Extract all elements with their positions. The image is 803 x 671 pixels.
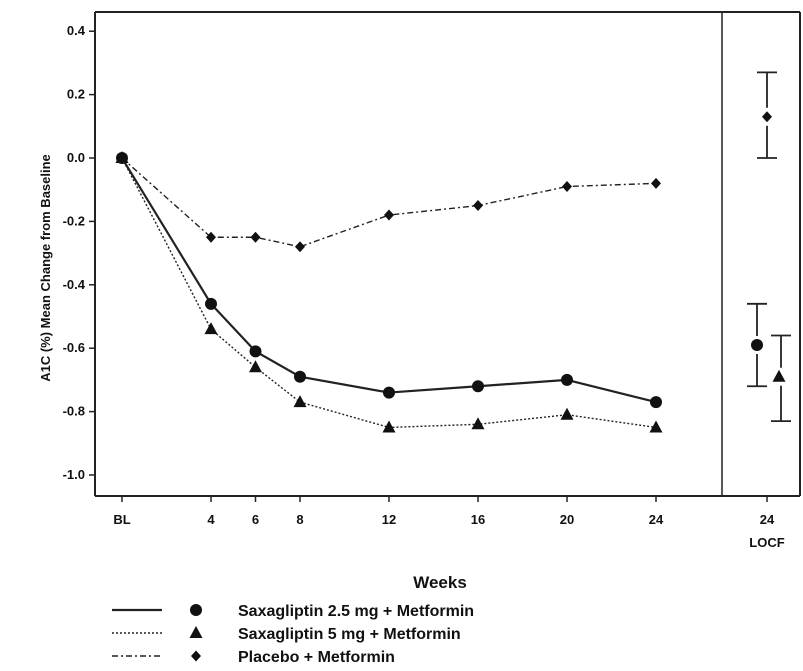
y-axis-title: A1C (%) Mean Change from Baseline: [38, 154, 53, 382]
legend-label: Placebo + Metformin: [238, 649, 395, 666]
x-tick-label: 24: [649, 512, 664, 527]
legend-marker-circle: [190, 604, 202, 616]
locf-mean-triangle: [772, 369, 786, 382]
data-point-triangle: [249, 360, 262, 373]
x-tick-label-locf-week: 24: [760, 512, 775, 527]
locf-mean-circle: [751, 339, 763, 352]
x-tick-label: 4: [207, 512, 215, 527]
x-tick-label: 12: [382, 512, 396, 527]
y-tick-label: -0.4: [63, 277, 86, 292]
y-tick-label: 0.2: [67, 87, 85, 102]
data-point-diamond: [651, 177, 661, 189]
series-line-2: [121, 157, 657, 429]
data-point-circle: [294, 370, 306, 383]
data-point-circle: [249, 345, 262, 358]
y-axis-ticks: 0.4 0.2 0.0 -0.2 -0.4 -0.6 -0.8 -1.0: [63, 23, 95, 482]
data-point-diamond: [384, 209, 394, 221]
x-tick-label: 8: [296, 512, 303, 527]
data-point-circle: [650, 396, 662, 409]
data-point-diamond: [562, 181, 572, 193]
x-tick-label: 16: [471, 512, 485, 527]
data-point-diamond: [295, 241, 305, 253]
legend-label: Saxagliptin 5 mg + Metformin: [238, 626, 461, 643]
x-tick-label: BL: [113, 512, 130, 527]
data-point-diamond: [250, 231, 261, 243]
data-point-circle: [205, 297, 217, 310]
y-tick-label: 0.4: [67, 23, 86, 38]
x-axis-title: Weeks: [413, 573, 467, 592]
locf-mean-diamond: [762, 111, 772, 123]
series-markers: [115, 151, 663, 433]
legend: Saxagliptin 2.5 mg + Metformin Saxaglipti…: [112, 603, 474, 666]
y-tick-label: -1.0: [63, 467, 85, 482]
data-point-circle: [561, 373, 573, 386]
data-point-circle: [383, 386, 395, 399]
series-line-1: [121, 157, 657, 404]
series-line-3: [121, 157, 657, 248]
legend-marker-diamond: [191, 650, 201, 662]
y-tick-label: -0.8: [63, 404, 85, 419]
x-tick-label-locf: LOCF: [749, 535, 784, 550]
data-point-diamond: [206, 231, 216, 243]
x-tick-label: 6: [252, 512, 259, 527]
data-point-circle: [472, 380, 484, 393]
data-point-triangle: [560, 407, 574, 420]
legend-label: Saxagliptin 2.5 mg + Metformin: [238, 603, 474, 620]
x-axis-ticks: BL 4 6 8 12 16 20 24 24 LOCF: [113, 496, 785, 550]
x-tick-label: 20: [560, 512, 574, 527]
data-point-diamond: [473, 200, 483, 212]
data-point-triangle: [204, 322, 218, 335]
chart-axes: [94, 11, 801, 497]
data-point-triangle: [293, 395, 307, 408]
locf-error-bars: [747, 71, 791, 423]
data-point-diamond: [117, 152, 127, 164]
y-tick-label: -0.6: [63, 340, 85, 355]
y-tick-label: 0.0: [67, 150, 85, 165]
y-tick-label: -0.2: [63, 213, 85, 228]
data-point-triangle: [649, 420, 663, 433]
legend-marker-triangle: [189, 626, 203, 638]
data-point-triangle: [471, 417, 485, 430]
series-lines: [121, 157, 657, 429]
data-point-triangle: [382, 420, 396, 433]
